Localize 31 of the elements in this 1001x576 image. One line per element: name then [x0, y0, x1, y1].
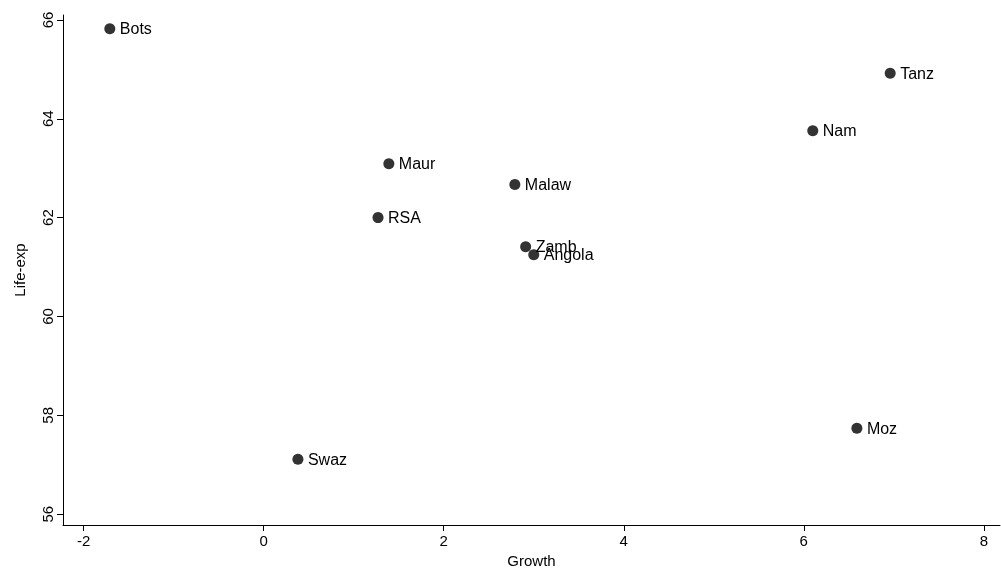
annotation: Malaw — [524, 176, 572, 194]
x-tick-label: 4 — [619, 532, 628, 549]
point — [520, 241, 532, 253]
y-tick-label: 62 — [39, 209, 56, 226]
point — [884, 67, 896, 79]
point — [509, 179, 521, 190]
annotation: Nam — [822, 122, 857, 140]
x-tick-label: 2 — [439, 532, 448, 549]
point — [807, 125, 819, 137]
annotation: Moz — [866, 419, 898, 437]
point — [104, 23, 116, 35]
annotation: RSA — [388, 209, 422, 227]
y-tick-label: 58 — [39, 406, 56, 424]
annotation: Maur — [398, 155, 436, 173]
point — [383, 158, 395, 170]
point — [292, 453, 304, 465]
y-tick-label: 56 — [39, 505, 56, 523]
y-axis-title: Life-exp — [11, 243, 28, 297]
annotation: Bots — [119, 20, 152, 38]
x-tick-label: -2 — [77, 532, 91, 549]
x-axis-title: Growth — [507, 551, 556, 569]
annotation: Tanz — [900, 64, 934, 82]
point — [851, 422, 863, 434]
x-tick-label: 6 — [799, 532, 808, 549]
annotation: Swaz — [307, 450, 348, 468]
y-tick-label: 66 — [39, 11, 56, 29]
x-tick-label: 0 — [259, 532, 268, 549]
x-tick-label: 8 — [979, 532, 988, 549]
point — [372, 212, 384, 224]
y-tick-label: 64 — [39, 110, 56, 128]
y-tick-label: 60 — [39, 308, 56, 325]
